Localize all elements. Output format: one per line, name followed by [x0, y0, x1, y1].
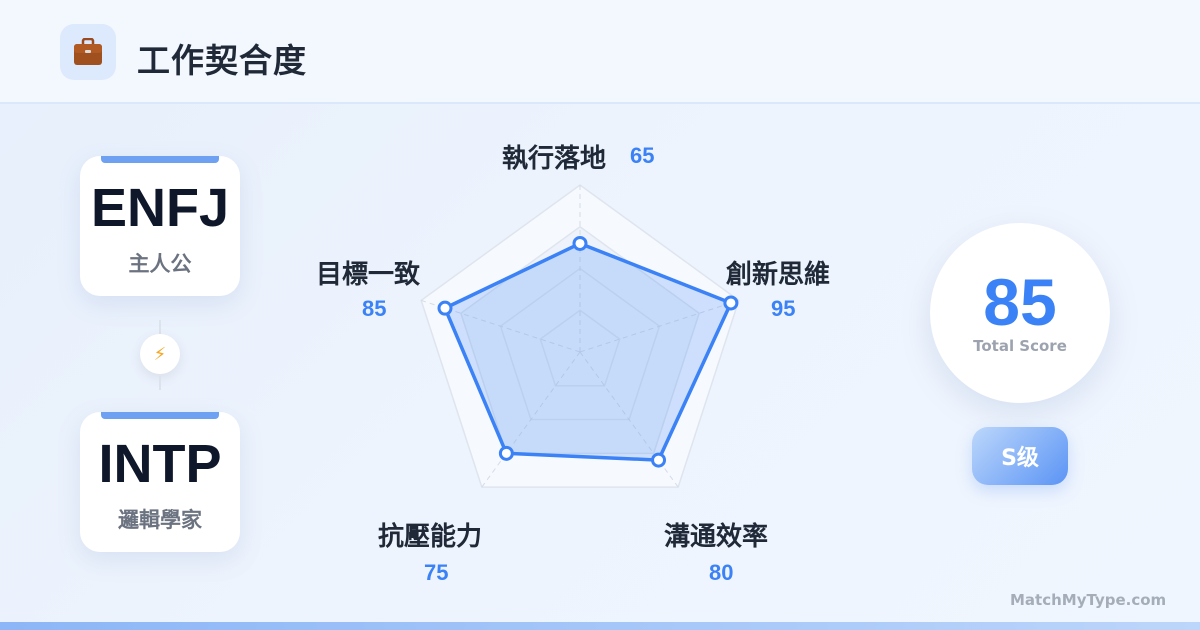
type-name: 邏輯學家 — [118, 508, 202, 532]
data-area — [443, 241, 733, 462]
value-label: 65 — [630, 143, 655, 168]
score-value: 85 — [983, 265, 1057, 339]
data-point — [437, 300, 453, 316]
axis-line — [481, 351, 581, 488]
briefcase-icon — [60, 24, 116, 80]
type-name: 主人公 — [128, 252, 192, 276]
header: 工作契合度 — [0, 0, 1200, 104]
type-code: ENFJ — [90, 178, 230, 238]
connector-line — [159, 376, 161, 390]
axis-label: 執行落地 — [502, 144, 607, 174]
value-label: 85 — [362, 296, 387, 321]
axis-line — [579, 299, 739, 353]
type-card-intp: INTP 邏輯學家 — [80, 412, 240, 552]
axis-label: 目標一致 — [316, 260, 421, 290]
data-point — [651, 452, 667, 468]
score-label: Total Score — [973, 337, 1067, 355]
page-title: 工作契合度 — [137, 41, 307, 80]
axis-label: 抗壓能力 — [378, 522, 483, 552]
value-label: 95 — [771, 296, 796, 321]
site-watermark: MatchMyType.com — [1010, 591, 1167, 609]
value-label: 80 — [709, 560, 734, 585]
axis-label: 溝通效率 — [664, 522, 769, 552]
axis-label: 創新思維 — [726, 260, 831, 290]
type-code: INTP — [98, 434, 222, 494]
value-label: 75 — [424, 560, 449, 585]
total-score: 85 Total Score — [930, 223, 1110, 403]
data-point — [498, 445, 514, 461]
connector-line — [159, 320, 161, 334]
data-point — [723, 295, 739, 311]
card-accent — [101, 156, 219, 163]
card-accent — [101, 412, 219, 419]
bottom-bar — [0, 622, 1200, 630]
lightning-icon: ⚡ — [140, 334, 180, 374]
type-card-enfj: ENFJ 主人公 — [80, 156, 240, 296]
data-point — [572, 235, 588, 251]
grade-badge: S级 — [972, 427, 1068, 485]
